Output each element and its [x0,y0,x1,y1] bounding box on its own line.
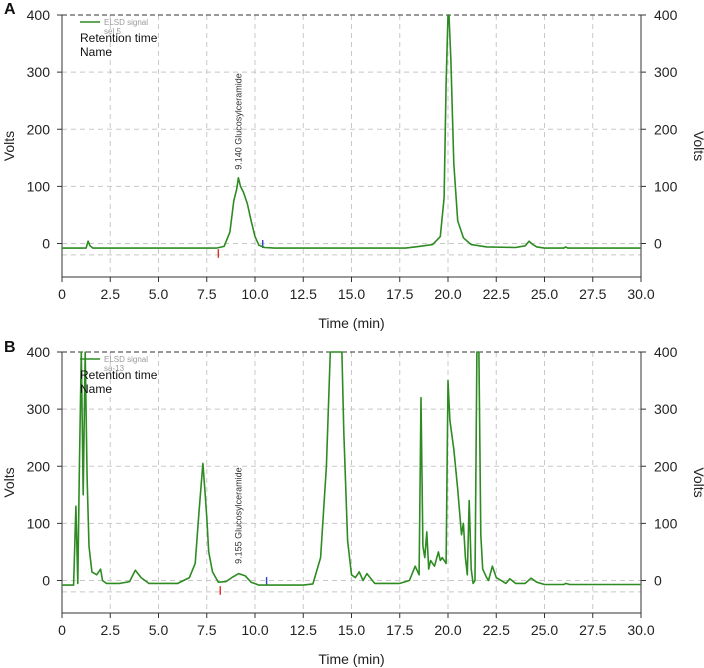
legend-series-name: ELSD signal [104,18,148,27]
x-tick-label: 30.0 [627,622,654,638]
x-tick-label: 25.0 [531,622,558,638]
panel-label: B [4,339,16,356]
elsd-signal-line [62,14,641,249]
legend-series-name: ELSD signal [104,355,148,364]
y-tick-label-right: 400 [654,7,678,23]
y-tick-label-left: 300 [27,64,51,80]
y-axis-title-left: Volts [1,131,17,161]
x-tick-label: 15.0 [338,286,365,302]
panel-label: A [4,1,16,18]
x-tick-label: 5.0 [149,286,169,302]
legend-series-sub: sel 5 [104,27,121,36]
y-tick-label-right: 400 [654,344,678,360]
y-tick-label-right: 200 [654,458,678,474]
legend-extra-line: Name [80,45,112,59]
x-tick-label: 10.0 [241,286,268,302]
y-tick-label-left: 400 [27,7,51,23]
peak-annotation: 9.140 Glucosylceramide [233,73,243,170]
x-tick-label: 20.0 [434,286,461,302]
y-tick-label-left: 100 [27,515,51,531]
x-tick-label: 22.5 [483,622,510,638]
elsd-signal-line [62,351,641,586]
y-tick-label-left: 200 [27,458,51,474]
x-tick-label: 2.5 [101,622,121,638]
x-tick-label: 7.5 [197,622,217,638]
x-tick-label: 0 [58,286,66,302]
x-tick-label: 27.5 [579,622,606,638]
y-axis-title-right: Volts [691,131,704,161]
y-axis-title-right: Volts [691,467,704,497]
chart-panel-b: 0 2.5 5.0 7.5 10.0 12.5 15.0 17.5 20.0 22.5 25.0 27… [1,339,704,667]
y-tick-label-right: 300 [654,401,678,417]
legend-extra-line: Retention time [80,31,158,45]
x-tick-label: 12.5 [290,622,317,638]
x-axis-title: Time (min) [318,651,384,667]
y-tick-label-right: 200 [654,121,678,137]
x-tick-label: 0 [58,622,66,638]
x-tick-label: 17.5 [386,286,413,302]
y-tick-label-left: 200 [27,121,51,137]
y-tick-label-right: 300 [654,64,678,80]
y-tick-label-left: 100 [27,178,51,194]
y-tick-label-left: 0 [42,573,50,589]
y-tick-label-left: 0 [42,236,50,252]
x-tick-label: 20.0 [434,622,461,638]
x-tick-label: 27.5 [579,286,606,302]
x-tick-label: 15.0 [338,622,365,638]
x-tick-label: 30.0 [627,286,654,302]
chart-panel-a: 0 2.5 5.0 7.5 10.0 12.5 15.0 17.5 20.0 22.5 25.0 27… [1,1,704,331]
x-tick-label: 22.5 [483,286,510,302]
peak-annotation: 9.155 Glucosylceramide [234,467,244,564]
x-tick-label: 10.0 [241,622,268,638]
x-tick-label: 7.5 [197,286,217,302]
legend-series-sub: sa-13 [104,364,125,373]
y-tick-label-right: 0 [654,573,662,589]
legend-extra-line: Retention time [80,368,158,382]
x-tick-label: 2.5 [101,286,121,302]
x-tick-label: 17.5 [386,622,413,638]
y-axis-title-left: Volts [1,467,17,497]
y-tick-label-left: 400 [27,344,51,360]
x-tick-label: 25.0 [531,286,558,302]
y-tick-label-left: 300 [27,401,51,417]
y-tick-label-right: 100 [654,178,678,194]
x-tick-label: 5.0 [149,622,169,638]
y-tick-label-right: 0 [654,236,662,252]
x-axis-title: Time (min) [318,315,384,331]
y-tick-label-right: 100 [654,515,678,531]
x-tick-label: 12.5 [290,286,317,302]
legend-extra-line: Name [80,382,112,396]
